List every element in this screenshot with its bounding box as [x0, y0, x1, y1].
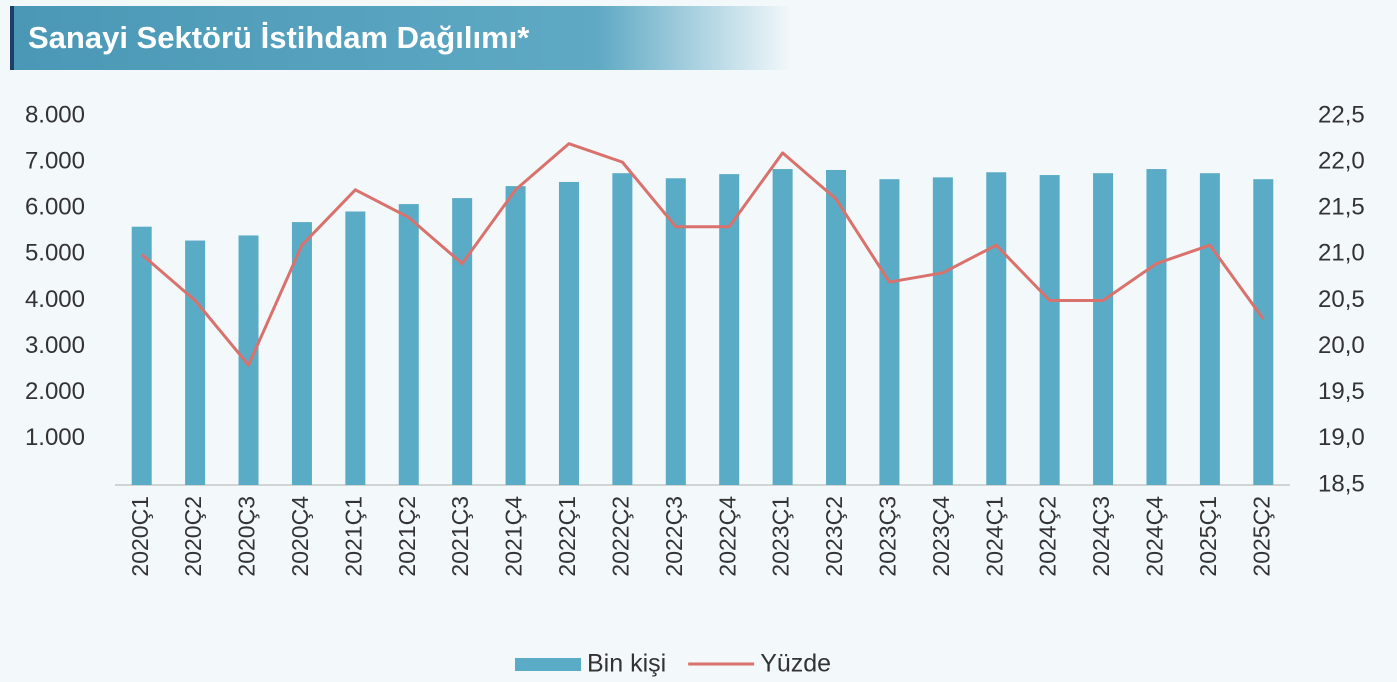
x-tick-label: 2020Ç4 [287, 496, 313, 577]
bar [398, 204, 419, 485]
x-tick-label: 2025Ç2 [1248, 496, 1274, 577]
y-tick-label: 1.000 [25, 424, 85, 451]
x-tick-label: 2021Ç4 [501, 496, 527, 577]
x-tick-label: 2021Ç2 [394, 496, 420, 577]
bar [826, 169, 847, 485]
x-tick-label: 2020Ç2 [180, 496, 206, 577]
bar [1199, 173, 1220, 485]
bar [558, 181, 579, 486]
x-tick-label: 2022Ç1 [554, 496, 580, 577]
y2-tick-label: 20,0 [1318, 332, 1365, 359]
line [140, 142, 1265, 367]
x-tick-label: 2022Ç2 [607, 496, 633, 577]
bar [505, 186, 526, 486]
x-tick-label: 2022Ç3 [661, 496, 687, 577]
x-tick-label: 2020Ç3 [234, 496, 260, 577]
bar [665, 178, 686, 486]
y-tick-label: 6.000 [25, 194, 85, 221]
x-tick-label: 2024Ç2 [1035, 496, 1061, 577]
x-tick-label: 2021Ç1 [340, 496, 366, 577]
bar [452, 198, 473, 486]
chart-title: Sanayi Sektörü İstihdam Dağılımı* [28, 20, 530, 55]
y2-tick-label: 21,0 [1318, 240, 1365, 267]
bar [1093, 173, 1114, 485]
bar [1253, 179, 1274, 485]
y-tick-label: 7.000 [25, 147, 85, 174]
legend-label: Bin kişi [587, 650, 666, 678]
x-tick-label: 2023Ç4 [928, 496, 954, 577]
x-tick-label: 2023Ç1 [768, 496, 794, 577]
y-tick-label: 5.000 [25, 240, 85, 267]
title-banner [12, 6, 792, 70]
y-tick-label: 3.000 [25, 332, 85, 359]
bar [1039, 175, 1060, 486]
bar [879, 179, 900, 485]
y2-tick-label: 22,0 [1318, 147, 1365, 174]
y2-tick-label: 18,5 [1318, 470, 1365, 497]
x-tick-label: 2023Ç3 [875, 496, 901, 577]
x-tick-label: 2025Ç1 [1195, 496, 1221, 577]
y2-tick-label: 19,5 [1318, 378, 1365, 405]
bar [719, 174, 740, 485]
bar [291, 222, 312, 485]
x-tick-label: 2021Ç3 [447, 496, 473, 577]
y2-tick-label: 19,0 [1318, 424, 1365, 451]
x-tick-label: 2022Ç4 [714, 496, 740, 577]
bar [1146, 169, 1167, 485]
bar [131, 226, 152, 485]
bar [772, 169, 793, 485]
title-accent [10, 6, 14, 70]
x-tick-label: 2024Ç4 [1142, 496, 1168, 577]
legend-swatch [515, 658, 581, 671]
bar [612, 173, 633, 485]
y-tick-label: 2.000 [25, 378, 85, 405]
x-tick-label: 2023Ç2 [821, 496, 847, 577]
bar [986, 172, 1007, 485]
y-tick-label: 4.000 [25, 286, 85, 313]
x-tick-label: 2024Ç3 [1088, 496, 1114, 577]
y-tick-label: 8.000 [25, 101, 85, 128]
y2-tick-label: 22,5 [1318, 101, 1365, 128]
bar [932, 177, 953, 485]
y2-tick-label: 20,5 [1318, 286, 1365, 313]
y2-tick-label: 21,5 [1318, 194, 1365, 221]
bar [185, 240, 206, 485]
x-tick-label: 2020Ç1 [127, 496, 153, 577]
bar [238, 235, 259, 485]
x-tick-label: 2024Ç1 [981, 496, 1007, 577]
bar [345, 211, 366, 485]
legend-label: Yüzde [760, 650, 831, 678]
